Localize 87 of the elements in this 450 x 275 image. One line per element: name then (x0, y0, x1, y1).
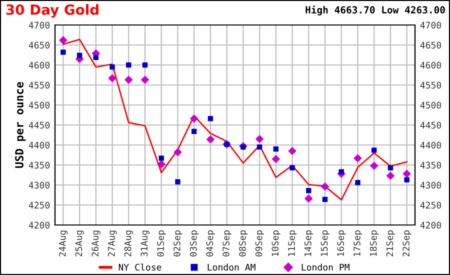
y2-tick-label: 4500 (420, 102, 442, 109)
point (174, 148, 182, 156)
y2-tick-label: 4600 (420, 62, 442, 69)
y-tick-label: 4350 (28, 162, 50, 169)
y2-tick-label: 4550 (420, 82, 442, 89)
point (157, 160, 166, 168)
y-tick-label: 4250 (28, 202, 50, 209)
x-tick-label: 21Sep (386, 230, 395, 256)
x-tick-label: 27Aug (108, 230, 117, 256)
y-tick-label: 4200 (28, 222, 50, 229)
y2-tick-label: 4400 (420, 142, 442, 149)
legend-label: London PM (302, 264, 350, 271)
point (256, 144, 262, 150)
x-tick-label: 04Sep (206, 230, 215, 256)
point (386, 172, 395, 180)
x-tick-label: 11Sep (288, 230, 297, 256)
x-tick-label: 18Sep (370, 230, 378, 256)
point (175, 179, 180, 184)
point (402, 170, 411, 178)
point (290, 165, 295, 170)
point (126, 62, 132, 68)
y2-tick-label: 4350 (420, 162, 442, 169)
point (108, 74, 116, 82)
point (206, 135, 215, 144)
point (60, 50, 66, 55)
y-tick-label: 4650 (28, 42, 50, 49)
point (355, 180, 360, 186)
y2-tick-label: 4200 (420, 222, 442, 229)
point (142, 62, 148, 68)
y2-tick-label: 4450 (420, 122, 442, 129)
y2-tick-label: 4250 (420, 202, 442, 209)
x-tick-label: 25Aug (75, 230, 84, 256)
point (110, 64, 115, 70)
point (338, 169, 344, 174)
point (190, 114, 198, 123)
x-tick-label: 03Sep (190, 230, 198, 256)
point (124, 76, 133, 84)
x-tick-label: 16Sep (337, 230, 346, 256)
point (322, 196, 328, 202)
point (320, 182, 330, 191)
x-tick-label: 07Sep (222, 230, 232, 256)
point (208, 116, 214, 122)
x-tick-label: 15Sep (320, 230, 330, 256)
point (388, 165, 394, 170)
point (354, 154, 362, 162)
x-tick-label: 10Sep (272, 230, 280, 256)
y-tick-label: 4700 (28, 22, 50, 29)
y-tick-label: 4500 (28, 102, 50, 109)
y-tick-label: 4300 (28, 182, 50, 189)
y-tick-label: 4450 (28, 122, 50, 129)
point (371, 148, 377, 153)
point (140, 76, 150, 84)
point (93, 54, 99, 60)
point (288, 146, 296, 156)
y2-tick-label: 4700 (420, 22, 442, 29)
x-tick-label: 17Sep (354, 230, 362, 256)
legend-label: NY Close (118, 264, 162, 271)
point (370, 162, 378, 170)
point (76, 52, 82, 58)
x-tick-label: 22Sep (402, 230, 412, 256)
y-axis-title: USD per ounce (15, 82, 26, 168)
y-tick-label: 4550 (28, 82, 50, 89)
point (158, 156, 164, 161)
x-tick-label: 02Sep (174, 230, 182, 256)
point (404, 177, 410, 182)
chart-title: 30 Day Gold (6, 4, 98, 18)
x-tick-label: 08Sep (238, 230, 248, 256)
point (255, 134, 264, 144)
point (191, 128, 197, 134)
x-tick-label: 01Sep (157, 230, 166, 256)
point (272, 154, 280, 164)
y2-tick-label: 4300 (420, 182, 442, 189)
point (304, 194, 313, 203)
point (306, 188, 312, 194)
x-tick-label: 24Aug (58, 230, 68, 256)
x-tick-label: 09Sep (255, 230, 264, 256)
x-tick-label: 14Sep (304, 230, 314, 256)
x-tick-label: 31Aug (140, 230, 150, 256)
y2-tick-label: 4650 (420, 42, 442, 49)
text: High 4663.70 Low 4263.00 (306, 5, 445, 16)
x-tick-label: 26Aug (92, 230, 100, 256)
x-tick-label: 28Aug (124, 230, 134, 256)
y-tick-label: 4400 (28, 142, 50, 149)
legend-label: London AM (208, 264, 256, 271)
y-tick-label: 4600 (28, 62, 50, 69)
point (59, 36, 68, 44)
point (273, 146, 279, 152)
